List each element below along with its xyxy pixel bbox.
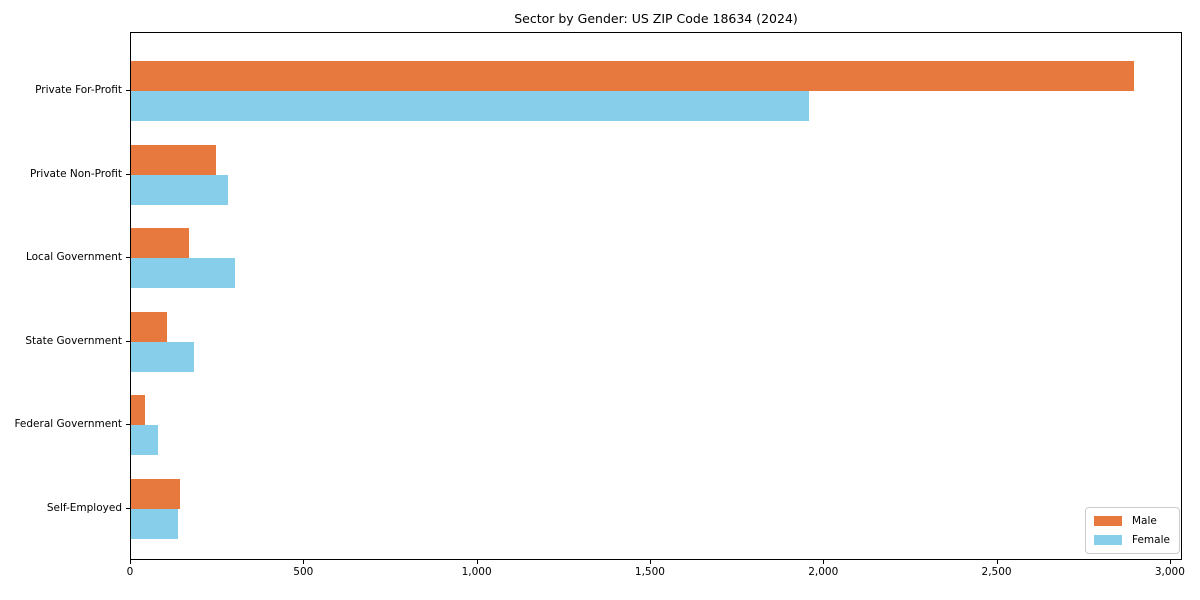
legend-swatch-female	[1094, 535, 1122, 545]
x-tick-label: 2,000	[808, 566, 839, 578]
x-tick-label: 3,000	[1154, 566, 1185, 578]
bar-female-1	[131, 91, 809, 121]
x-tick-label: 1,500	[634, 566, 665, 578]
chart-title: Sector by Gender: US ZIP Code 18634 (202…	[514, 11, 798, 26]
bar-female-3	[131, 258, 235, 289]
x-tick-mark	[1169, 560, 1171, 564]
x-tick-mark	[649, 560, 651, 564]
bar-male-2	[131, 144, 216, 175]
y-category-label: Federal Government	[14, 418, 122, 431]
y-category-label: Self-Employed	[46, 502, 122, 514]
x-tick-mark	[303, 560, 305, 564]
bar-male-3	[131, 228, 189, 259]
x-tick-mark	[130, 560, 131, 564]
bar-male-5	[131, 395, 145, 426]
x-tick-label: 0	[126, 566, 134, 578]
legend-row-male: Male	[1094, 514, 1171, 528]
x-tick-mark	[823, 560, 825, 564]
y-tick-mark	[126, 424, 130, 426]
bar-male-4	[131, 311, 167, 342]
plot-area	[130, 32, 1182, 560]
bar-female-2	[131, 174, 228, 205]
legend-row-female: Female	[1094, 533, 1171, 547]
y-tick-mark	[126, 340, 130, 342]
x-tick-label: 1,000	[461, 566, 492, 578]
legend: Male Female	[1085, 507, 1180, 554]
x-tick-label: 500	[293, 566, 314, 578]
legend-label-male: Male	[1132, 515, 1157, 527]
bar-female-4	[131, 341, 194, 372]
y-category-label: Private Non-Profit	[29, 167, 122, 180]
y-category-label: State Government	[25, 334, 122, 347]
bar-female-5	[131, 425, 158, 456]
x-tick-mark	[476, 560, 478, 564]
y-tick-mark	[126, 173, 130, 175]
y-tick-mark	[126, 257, 130, 259]
legend-label-female: Female	[1132, 534, 1170, 546]
y-category-label: Local Government	[25, 251, 122, 264]
bar-male-6	[131, 479, 180, 509]
y-tick-mark	[126, 90, 130, 91]
legend-swatch-male	[1094, 516, 1122, 526]
y-category-label: Private For-Profit	[35, 84, 122, 96]
x-tick-label: 2,500	[981, 566, 1012, 578]
y-tick-mark	[126, 508, 130, 509]
x-tick-mark	[996, 560, 998, 564]
bar-female-6	[131, 509, 178, 539]
bar-male-1	[131, 61, 1134, 91]
